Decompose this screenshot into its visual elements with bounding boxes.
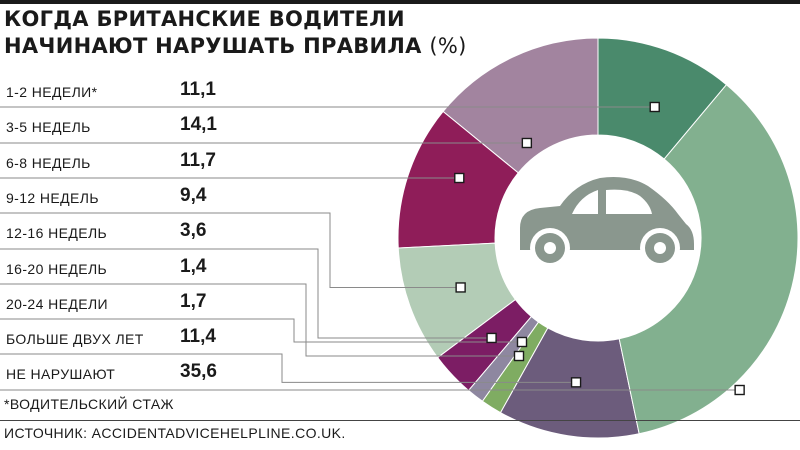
category-label: 1-2 НЕДЕЛИ*	[6, 84, 98, 100]
car-window-rear	[606, 189, 652, 214]
top-rule	[0, 0, 800, 4]
segment-marker	[455, 282, 466, 293]
category-label: 6-8 НЕДЕЛЬ	[6, 154, 91, 171]
title-line-2: НАЧИНАЮТ НАРУШАТЬ ПРАВИЛА (%)	[4, 33, 474, 60]
segment-marker	[649, 101, 660, 113]
legend-row: 16-20 НЕДЕЛЬ 1,4	[0, 253, 460, 287]
title-unit: (%)	[429, 34, 467, 58]
donut-segment	[499, 327, 640, 439]
segment-marker	[516, 336, 528, 348]
donut-segment	[436, 298, 533, 392]
donut-segment	[397, 242, 517, 359]
category-label: 20-24 НЕДЕЛИ	[6, 295, 109, 312]
title-line-1: КОГДА БРИТАНСКИЕ ВОДИТЕЛИ	[4, 7, 405, 31]
category-label: 16-20 НЕДЕЛЬ	[6, 260, 108, 277]
category-label: 9-12 НЕДЕЛЬ	[6, 189, 99, 206]
leader-line	[0, 212, 461, 288]
value-label: 1,7	[180, 290, 207, 312]
value-label: 3,6	[180, 220, 207, 242]
value-label: 11,4	[180, 326, 216, 348]
segment-marker	[513, 350, 525, 362]
segment-marker	[734, 384, 745, 396]
legend-row: 1-2 НЕДЕЛИ* 11,1	[0, 76, 460, 110]
car-window-front	[572, 190, 598, 214]
segment-marker	[521, 137, 533, 149]
title-line-2-text: НАЧИНАЮТ НАРУШАТЬ ПРАВИЛА	[4, 34, 422, 58]
car-hub-front	[544, 242, 556, 254]
chart-title: КОГДА БРИТАНСКИЕ ВОДИТЕЛИ НАЧИНАЮТ НАРУШ…	[4, 6, 474, 60]
donut-segment	[618, 83, 799, 435]
value-label: 11,1	[180, 79, 216, 100]
car-icon	[520, 177, 694, 268]
value-label: 35,6	[180, 361, 217, 383]
leader-line	[0, 353, 577, 383]
donut-segments	[397, 37, 799, 439]
category-label: НЕ НАРУШАЮТ	[6, 366, 116, 383]
donut-segment	[442, 37, 599, 174]
legend-row: 9-12 НЕДЕЛЬ 9,4	[0, 182, 460, 216]
source-credit: ИСТОЧНИК: ACCIDENTADVICEHELPLINE.CO.UK.	[4, 425, 346, 441]
value-label: 11,7	[180, 149, 216, 171]
leader-line	[0, 248, 492, 339]
value-label: 9,4	[180, 184, 207, 206]
segment-marker	[570, 377, 582, 388]
legend-row: НЕ НАРУШАЮТ 35,6	[0, 358, 460, 392]
leader-lines	[0, 106, 740, 391]
segment-marker	[454, 172, 465, 184]
footnote: *ВОДИТЕЛЬСКИЙ СТАЖ	[4, 396, 174, 412]
footer-divider	[0, 420, 800, 421]
category-label: 3-5 НЕДЕЛЬ	[6, 119, 91, 136]
leader-line	[0, 318, 522, 343]
legend-row: 12-16 НЕДЕЛЬ 3,6	[0, 217, 460, 251]
segment-marker	[486, 332, 497, 344]
category-label: БОЛЬШЕ ДВУХ ЛЕТ	[6, 331, 144, 348]
segment-markers	[454, 101, 745, 396]
legend-row: БОЛЬШЕ ДВУХ ЛЕТ 11,4	[0, 323, 460, 357]
legend-row: 3-5 НЕДЕЛЬ 14,1	[0, 111, 460, 145]
legend-row: 6-8 НЕДЕЛЬ 11,7	[0, 147, 460, 181]
legend-row: 20-24 НЕДЕЛИ 1,7	[0, 288, 460, 322]
car-hub-rear	[654, 242, 666, 254]
value-label: 14,1	[180, 114, 217, 136]
value-label: 1,4	[180, 255, 207, 277]
leader-line	[0, 283, 519, 357]
category-label: 12-16 НЕДЕЛЬ	[6, 225, 108, 242]
